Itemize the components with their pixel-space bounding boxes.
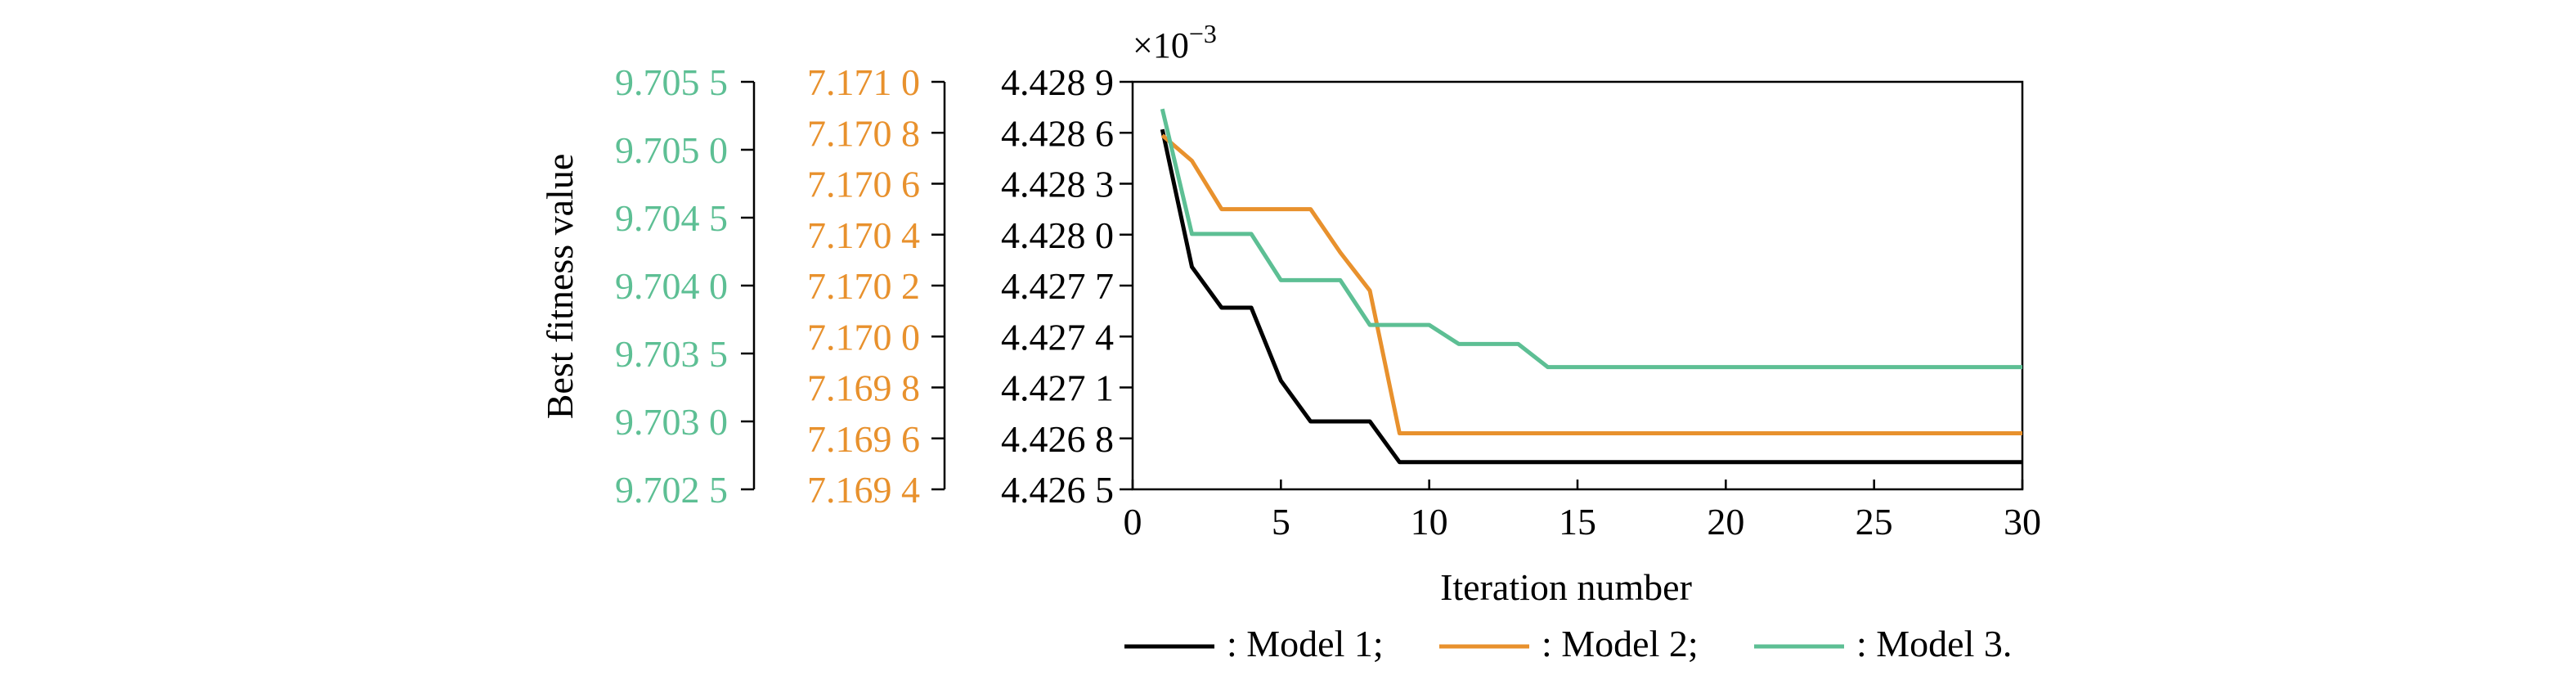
legend: : Model 1; : Model 2; : Model 3. xyxy=(1124,623,2012,664)
y-tick-label-axis-3: 9.705 5 xyxy=(615,61,728,103)
legend-label-model-3: : Model 3. xyxy=(1856,623,2012,664)
x-tick-label: 20 xyxy=(1707,501,1744,543)
y-axis-label: Best fitness value xyxy=(539,154,581,420)
series-layer xyxy=(1160,108,2022,465)
x-tick-label: 5 xyxy=(1272,501,1290,543)
y-tick-label-axis-1: 4.428 6 xyxy=(1001,112,1114,154)
y-tick-label-axis-3: 9.703 5 xyxy=(615,333,728,375)
y-tick-label-axis-1: 4.428 0 xyxy=(1001,214,1114,256)
series-line-model-1 xyxy=(1160,128,2022,465)
y-tick-label-axis-1: 4.426 5 xyxy=(1001,469,1114,511)
y-tick-label-axis-2: 7.169 6 xyxy=(807,418,920,460)
y-tick-label-axis-1: 4.428 9 xyxy=(1001,61,1114,103)
y-tick-label-axis-1: 4.427 1 xyxy=(1001,367,1114,409)
y-tick-label-axis-1: 4.427 4 xyxy=(1001,316,1114,358)
multiplier-exponent: −3 xyxy=(1189,19,1217,48)
axis-layer: 0 5 10 15 20 25 30 4.428 9 4.428 6 4.428 3 4.428 0… xyxy=(615,61,2041,543)
x-tick-label: 0 xyxy=(1124,501,1142,543)
y-tick-label-axis-2: 7.170 8 xyxy=(807,112,920,154)
y-tick-label-axis-1: 4.426 8 xyxy=(1001,418,1114,460)
y-tick-label-axis-3: 9.704 5 xyxy=(615,197,728,239)
y-tick-label-axis-3: 9.704 0 xyxy=(615,265,728,307)
plot-frame xyxy=(1131,80,2024,491)
legend-label-model-1: : Model 1; xyxy=(1227,623,1384,664)
y-tick-label-axis-2: 7.170 4 xyxy=(807,214,920,256)
multiplier-label: ×10−3 xyxy=(1133,19,1217,65)
legend-label-model-2: : Model 2; xyxy=(1542,623,1699,664)
y-tick-label-axis-3: 9.703 0 xyxy=(615,401,728,443)
y-tick-label-axis-1: 4.428 3 xyxy=(1001,164,1114,205)
series-line-model-3 xyxy=(1160,108,2022,370)
x-tick-label: 25 xyxy=(1856,501,1893,543)
y-tick-label-axis-2: 7.169 8 xyxy=(807,367,920,409)
y-tick-label-axis-3: 9.705 0 xyxy=(615,129,728,171)
y-tick-label-axis-1: 4.427 7 xyxy=(1001,265,1114,307)
x-axis-label: Iteration number xyxy=(1440,566,1692,608)
multiplier-base: ×10 xyxy=(1133,25,1189,65)
series-line-model-2 xyxy=(1160,133,2022,435)
y-tick-label-axis-2: 7.169 4 xyxy=(807,469,920,511)
x-tick-label: 10 xyxy=(1411,501,1448,543)
y-tick-label-axis-2: 7.170 2 xyxy=(807,265,920,307)
x-tick-label: 30 xyxy=(2004,501,2041,543)
x-tick-label: 15 xyxy=(1559,501,1596,543)
y-tick-label-axis-2: 7.171 0 xyxy=(807,61,920,103)
y-tick-label-axis-2: 7.170 0 xyxy=(807,316,920,358)
y-tick-label-axis-3: 9.702 5 xyxy=(615,469,728,511)
y-tick-label-axis-2: 7.170 6 xyxy=(807,164,920,205)
